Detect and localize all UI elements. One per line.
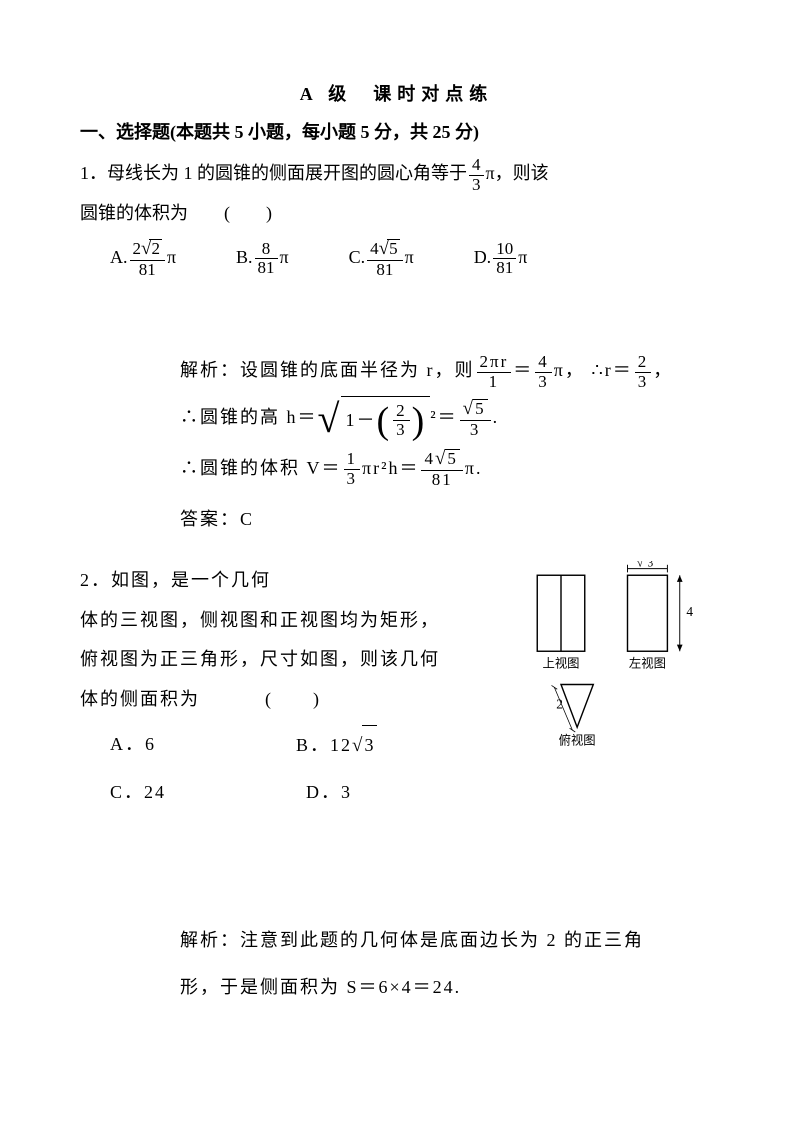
- q1-option-d: D.1081π: [474, 238, 528, 279]
- section-heading: 一、选择题(本题共 5 小题，每小题 5 分，共 25 分): [80, 116, 713, 148]
- question-2-text: 2．如图，是一个几何 体的三视图，侧视图和正视图均为矩形， 俯视图为正三角形，尺…: [80, 561, 513, 819]
- page-header: A 级 课时对点练: [80, 80, 713, 106]
- svg-text:3: 3: [647, 561, 653, 570]
- question-1: 1．母线长为 1 的圆锥的侧面展开图的圆心角等于43π，则该 圆锥的体积为 ( …: [80, 154, 713, 279]
- solution-label: 解析：: [180, 930, 240, 950]
- svg-text:左视图: 左视图: [629, 655, 666, 670]
- question-1-text-line2: 圆锥的体积为 ( ): [80, 194, 713, 234]
- q1-blank: ( ): [224, 203, 272, 223]
- q1-solution-line2: ∴圆锥的高 h＝√1－(23)²＝53.: [180, 396, 713, 442]
- q2-blank: ( ): [265, 689, 321, 709]
- big-sqrt: √1－(23): [318, 396, 431, 442]
- answer-label: 答案：: [180, 509, 240, 529]
- q1-options: A.2281π B.881π C.4581π D.1081π: [80, 238, 713, 279]
- q1-text-p1: 母线长为 1 的圆锥的侧面展开图的圆心角等于: [107, 163, 467, 183]
- svg-text:俯视图: 俯视图: [559, 732, 596, 747]
- q1-answer: 答案：C: [180, 498, 713, 541]
- q1-angle-frac: 43: [469, 156, 484, 194]
- q2-option-d: D．3: [306, 773, 352, 813]
- q2-diagram: 上视图 √ 3 4 左视图 2 俯视图: [513, 561, 713, 819]
- question-2: 2．如图，是一个几何 体的三视图，侧视图和正视图均为矩形， 俯视图为正三角形，尺…: [80, 561, 713, 819]
- svg-text:上视图: 上视图: [542, 655, 579, 670]
- q1-number: 1．: [80, 163, 107, 183]
- svg-text:√: √: [637, 561, 644, 570]
- q1-option-c: C.4581π: [349, 238, 414, 279]
- header-title-text: 课时对点练: [373, 84, 493, 104]
- question-1-text: 1．母线长为 1 的圆锥的侧面展开图的圆心角等于43π，则该: [80, 154, 713, 194]
- q2-solution-line2: 形，于是侧面积为 S＝6×4＝24.: [180, 966, 713, 1009]
- q1-option-b: B.881π: [236, 238, 289, 279]
- q1-text-p2: π，则该: [486, 163, 549, 183]
- q2-options: A．6 B．123 C．24 D．3: [80, 725, 513, 812]
- q2-solution: 解析：注意到此题的几何体是底面边长为 2 的正三角 形，于是侧面积为 S＝6×4…: [180, 919, 713, 1009]
- q1-solution: 解析：设圆锥的底面半径为 r，则2πr1＝43π， ∴r＝23， ∴圆锥的高 h…: [180, 349, 713, 541]
- q2-number: 2．: [80, 570, 111, 590]
- svg-text:2: 2: [556, 696, 563, 711]
- q2-solution-line1: 解析：注意到此题的几何体是底面边长为 2 的正三角: [180, 919, 713, 962]
- q1-solution-line3: ∴圆锥的体积 V＝13πr²h＝4581π.: [180, 447, 713, 490]
- level-label: A 级: [300, 84, 353, 104]
- q2-option-c: C．24: [110, 773, 166, 813]
- q2-option-a: A．6: [110, 725, 156, 767]
- q2-option-b: B．123: [296, 725, 377, 767]
- svg-text:4: 4: [686, 604, 693, 619]
- answer-value: C: [240, 509, 254, 529]
- q1-text-p3: 圆锥的体积为: [80, 203, 188, 223]
- three-view-diagram: 上视图 √ 3 4 左视图 2 俯视图: [523, 561, 713, 751]
- q1-solution-line1: 解析：设圆锥的底面半径为 r，则2πr1＝43π， ∴r＝23，: [180, 349, 713, 392]
- solution-label: 解析：: [180, 360, 240, 380]
- q1-option-a: A.2281π: [110, 238, 176, 279]
